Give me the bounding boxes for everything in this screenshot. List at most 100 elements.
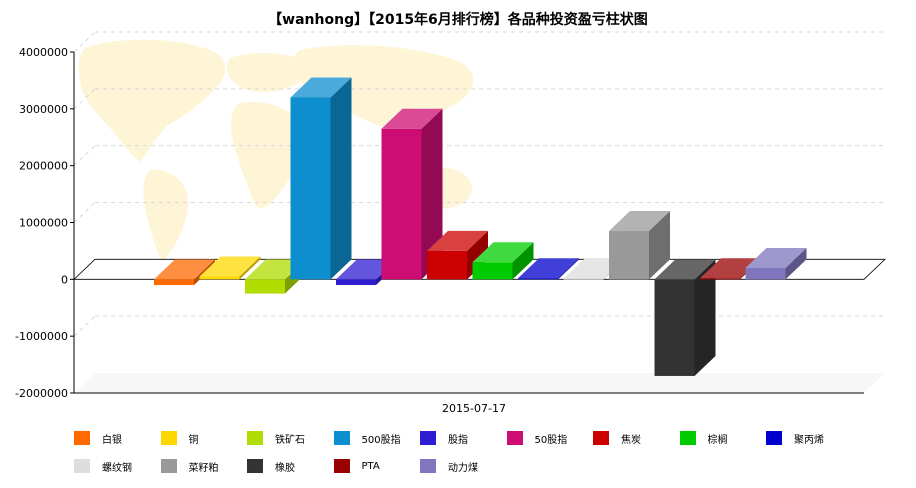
y-tick-label: -1000000 [15,330,68,343]
y-tick-label: 3000000 [19,103,68,116]
legend-label: 白银 [102,434,122,446]
bar-side [512,242,534,280]
bar-front [654,279,695,376]
legend-swatch [593,431,609,445]
gridline-diagonal [73,202,96,223]
bar-top [154,259,215,280]
bar-front [245,279,285,294]
gridline-diagonal [73,145,96,167]
bar [199,256,261,280]
bar-front [290,97,331,280]
bar [518,258,579,280]
bar-top [654,259,716,280]
legend-item[interactable]: 白银 [74,430,122,446]
gridline-diagonal [73,31,96,53]
legend-item[interactable]: 焦炭 [593,430,641,446]
y-tick-label: 0 [61,273,68,286]
bar-front [154,279,194,286]
legend-item[interactable]: 菜籽粕 [160,458,219,474]
legend-label: 铜 [188,434,199,446]
legend-swatch [333,459,350,473]
y-tick-label: 4000000 [19,46,68,59]
legend-item[interactable]: 动力煤 [420,458,478,474]
legend-item[interactable]: 聚丙烯 [766,430,824,446]
bar-front [563,278,604,280]
legend-label: 棕榈 [707,434,728,446]
y-tick-label: 1000000 [19,217,68,230]
gridline-diagonal [73,315,96,337]
legend-swatch [333,431,350,445]
legend-label: 500股指 [361,434,401,446]
legend-item[interactable]: 螺纹钢 [74,458,132,474]
legend-label: 橡胶 [275,462,295,474]
bars [154,77,807,376]
bar [290,77,352,280]
chart-title: 【wanhong】【2015年6月排行榜】各品种投资盈亏柱状图 [268,12,648,28]
legend-swatch [74,431,90,445]
bar [427,230,488,280]
legend-item[interactable]: 500股指 [333,430,401,446]
legend-label: 聚丙烯 [794,434,824,446]
legend-item[interactable]: 铁矿石 [247,430,305,446]
legend-label: 铁矿石 [275,434,305,446]
legend-swatch [420,459,436,473]
legend-label: 股指 [448,434,468,446]
legend-label: 焦炭 [621,434,641,446]
bar [381,108,443,280]
bar-side [558,258,579,280]
legend-item[interactable]: 铜 [160,430,199,446]
bar-side [421,108,443,280]
legend-swatch [766,431,782,445]
bar-side [330,77,352,280]
bar [745,247,807,280]
bar-top [609,211,670,232]
bar-front [609,231,649,280]
legend-item[interactable]: 50股指 [506,430,568,446]
y-axis-ticks: 4000000 3000000 2000000 1000000 0 -1000000 -20… [15,46,74,400]
bar [472,242,534,280]
bar [609,211,670,280]
legend-swatch [160,431,177,445]
legend-swatch [247,431,263,445]
bar-front [336,279,376,286]
y-tick-label: 2000000 [19,160,68,173]
bar-side [649,211,670,280]
bar-top [518,258,579,279]
bar-top [290,77,352,98]
bar-top [199,256,261,277]
bar-top [700,258,761,279]
legend-swatch [420,431,436,445]
bar-front [472,262,513,280]
legend-swatch [247,459,263,473]
bar-front [199,276,240,280]
legend-swatch [74,459,90,473]
floor-band [74,373,885,393]
gridline-diagonal [73,88,96,110]
bar-side [694,259,716,376]
legend-item[interactable]: 股指 [420,430,468,446]
gridlines [73,31,885,337]
legend-item[interactable]: 棕榈 [679,430,728,446]
legend-label: 菜籽粕 [188,462,219,474]
legend-item[interactable]: PTA [333,458,380,474]
bar-front [427,250,467,280]
bar-top [745,247,807,268]
bar-front [518,278,558,280]
x-tick-label: 2015-07-17 [442,402,506,415]
bar-front [700,278,740,280]
legend-item[interactable]: 橡胶 [247,458,295,474]
plot-floor [74,373,885,393]
legend-label: 螺纹钢 [102,462,132,474]
bar-front [381,128,422,280]
y-tick-label: -2000000 [15,387,68,400]
legend-swatch [679,431,696,445]
legend-label: 50股指 [534,434,568,446]
legend-swatch [160,459,177,473]
bar-front [745,267,786,280]
bar-top [427,230,488,251]
bar-top [472,242,534,263]
bar-top [381,108,443,129]
bar-side [467,230,488,280]
bar-side [239,256,261,280]
